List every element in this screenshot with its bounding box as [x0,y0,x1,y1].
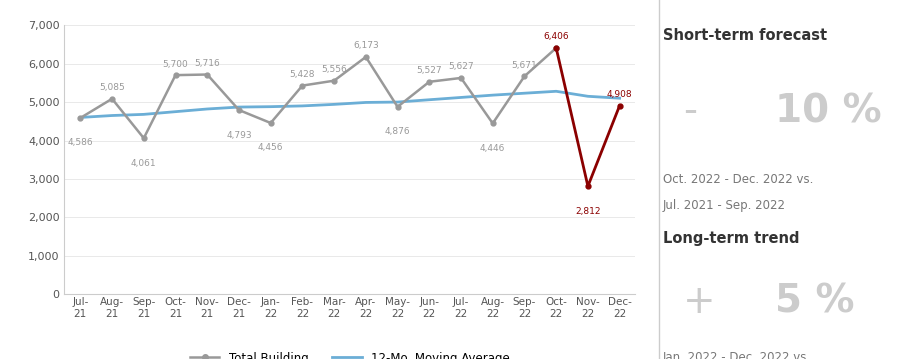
Text: 4,586: 4,586 [67,139,93,148]
Text: -: - [683,92,697,130]
Legend: Total Building, 12-Mo. Moving Average: Total Building, 12-Mo. Moving Average [185,347,515,359]
Text: Jan. 2022 - Dec. 2022 vs.: Jan. 2022 - Dec. 2022 vs. [663,351,811,359]
Text: 5,556: 5,556 [321,65,347,74]
Text: 5,700: 5,700 [163,60,189,69]
Text: 4,061: 4,061 [131,159,157,168]
Text: 4,876: 4,876 [385,127,411,136]
Text: 4,446: 4,446 [480,144,506,153]
Text: 4,908: 4,908 [607,90,633,99]
Text: 10 %: 10 % [775,92,881,130]
Text: 4,793: 4,793 [227,131,251,140]
Text: +: + [683,283,716,321]
Text: 5,716: 5,716 [194,59,220,68]
Text: 5,085: 5,085 [99,83,125,92]
Text: 2,812: 2,812 [575,207,600,216]
Text: 6,406: 6,406 [543,32,569,41]
Text: 5,627: 5,627 [449,62,473,71]
Text: 4,456: 4,456 [258,144,284,153]
Text: 5,527: 5,527 [416,66,442,75]
Text: 5,428: 5,428 [289,70,315,79]
Text: 6,173: 6,173 [353,41,379,50]
Text: Oct. 2022 - Dec. 2022 vs.: Oct. 2022 - Dec. 2022 vs. [663,173,813,186]
Text: 5 %: 5 % [775,283,855,321]
Text: Long-term trend: Long-term trend [663,231,799,246]
Text: 5,671: 5,671 [511,61,537,70]
Text: Short-term forecast: Short-term forecast [663,28,827,43]
Text: Jul. 2021 - Sep. 2022: Jul. 2021 - Sep. 2022 [663,199,787,212]
